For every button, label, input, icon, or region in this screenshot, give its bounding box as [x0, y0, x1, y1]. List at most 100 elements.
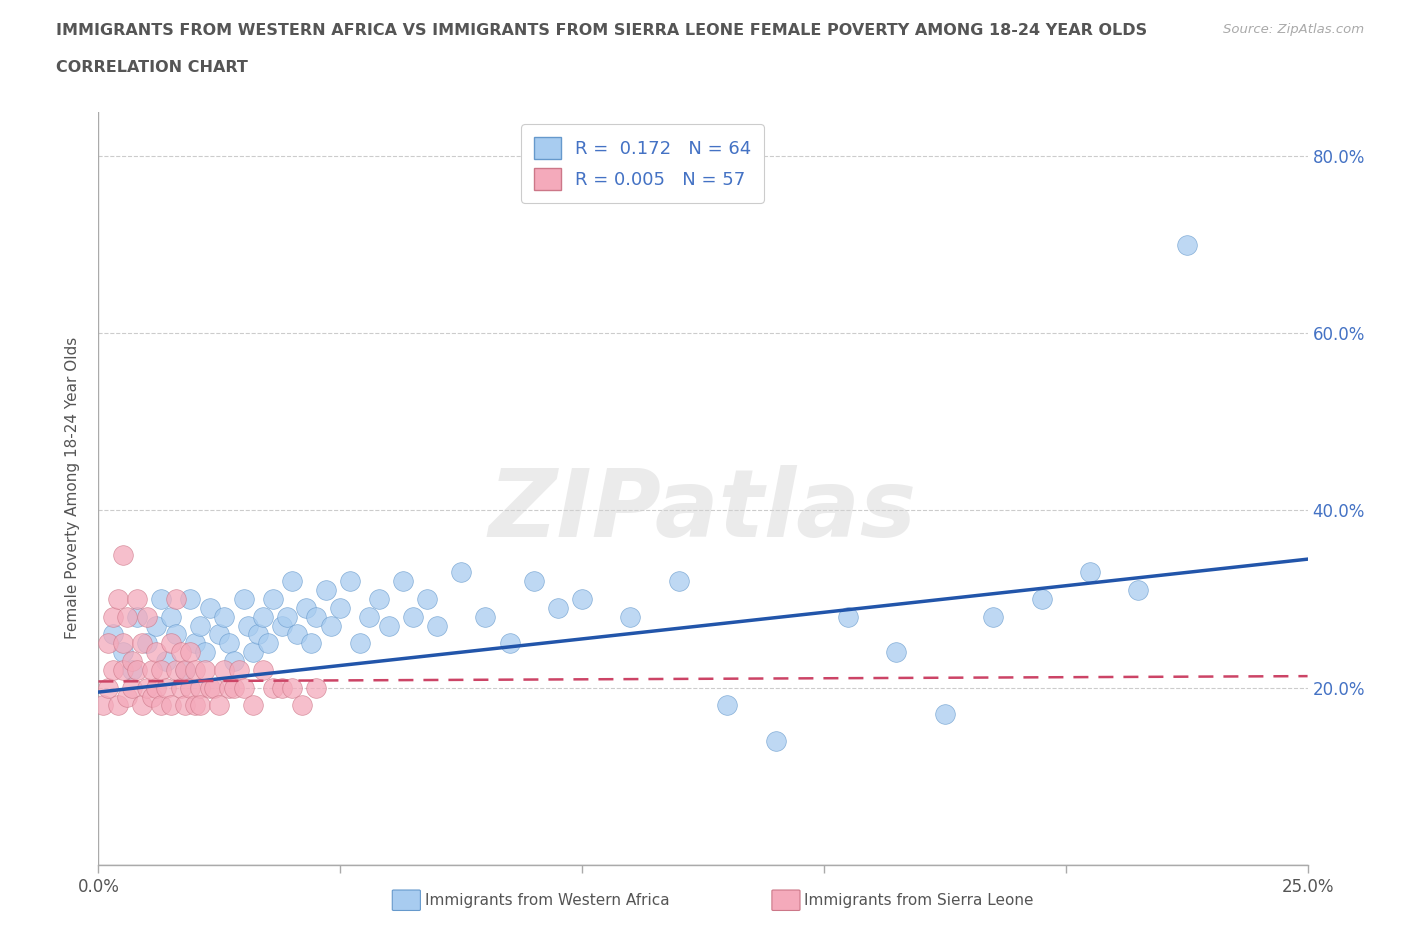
Point	[208, 698, 231, 712]
Point	[91, 698, 114, 712]
Point	[222, 654, 245, 669]
Point	[204, 680, 226, 695]
Point	[184, 698, 207, 712]
Point	[359, 609, 381, 624]
Point	[141, 689, 163, 704]
Point	[179, 680, 201, 695]
Point	[218, 636, 240, 651]
Point	[150, 698, 173, 712]
Point	[145, 618, 167, 633]
Legend: R =  0.172   N = 64, R = 0.005   N = 57: R = 0.172 N = 64, R = 0.005 N = 57	[522, 125, 763, 203]
Point	[141, 662, 163, 677]
Point	[837, 609, 859, 624]
Point	[160, 636, 183, 651]
Point	[121, 680, 143, 695]
Point	[668, 574, 690, 589]
Point	[165, 591, 187, 606]
Point	[165, 662, 187, 677]
Point	[498, 636, 520, 651]
Point	[101, 609, 124, 624]
Point	[402, 609, 425, 624]
Point	[295, 601, 318, 616]
Point	[184, 636, 207, 651]
Point	[281, 574, 304, 589]
Point	[101, 662, 124, 677]
Point	[716, 698, 738, 712]
Point	[121, 662, 143, 677]
Point	[305, 609, 328, 624]
Point	[392, 574, 415, 589]
Point	[232, 680, 254, 695]
Point	[127, 591, 149, 606]
Point	[179, 591, 201, 606]
Point	[281, 680, 304, 695]
Point	[174, 662, 197, 677]
Text: Source: ZipAtlas.com: Source: ZipAtlas.com	[1223, 23, 1364, 36]
Point	[97, 636, 120, 651]
Point	[339, 574, 361, 589]
Point	[271, 680, 294, 695]
Text: Immigrants from Sierra Leone: Immigrants from Sierra Leone	[804, 893, 1033, 908]
Point	[117, 689, 139, 704]
Point	[349, 636, 371, 651]
Point	[212, 662, 235, 677]
Point	[934, 707, 956, 722]
Point	[150, 591, 173, 606]
Point	[121, 654, 143, 669]
Point	[101, 627, 124, 642]
Point	[368, 591, 391, 606]
Point	[135, 636, 157, 651]
Point	[165, 627, 187, 642]
Point	[174, 662, 197, 677]
Point	[174, 698, 197, 712]
Point	[252, 662, 274, 677]
Point	[232, 591, 254, 606]
Point	[547, 601, 569, 616]
Point	[145, 680, 167, 695]
Point	[242, 698, 264, 712]
Point	[247, 627, 270, 642]
Point	[262, 591, 284, 606]
Point	[474, 609, 496, 624]
Point	[160, 609, 183, 624]
Point	[319, 618, 342, 633]
Point	[212, 609, 235, 624]
Point	[222, 680, 245, 695]
Point	[886, 644, 908, 659]
Point	[1031, 591, 1053, 606]
Point	[315, 583, 337, 598]
Point	[1128, 583, 1150, 598]
Point	[523, 574, 546, 589]
Point	[127, 662, 149, 677]
Point	[131, 636, 153, 651]
Point	[169, 644, 191, 659]
Point	[290, 698, 312, 712]
Text: CORRELATION CHART: CORRELATION CHART	[56, 60, 247, 75]
Point	[111, 644, 134, 659]
Point	[107, 698, 129, 712]
Point	[131, 698, 153, 712]
Point	[150, 662, 173, 677]
Point	[238, 618, 260, 633]
Point	[135, 680, 157, 695]
Point	[271, 618, 294, 633]
Point	[160, 698, 183, 712]
Point	[426, 618, 449, 633]
Point	[145, 644, 167, 659]
Y-axis label: Female Poverty Among 18-24 Year Olds: Female Poverty Among 18-24 Year Olds	[65, 338, 80, 640]
Point	[179, 644, 201, 659]
Point	[198, 680, 221, 695]
Point	[194, 644, 217, 659]
Point	[169, 680, 191, 695]
Point	[97, 680, 120, 695]
Point	[299, 636, 322, 651]
Point	[155, 654, 177, 669]
Point	[450, 565, 472, 580]
Point	[184, 662, 207, 677]
Point	[377, 618, 399, 633]
Text: IMMIGRANTS FROM WESTERN AFRICA VS IMMIGRANTS FROM SIERRA LEONE FEMALE POVERTY AM: IMMIGRANTS FROM WESTERN AFRICA VS IMMIGR…	[56, 23, 1147, 38]
Point	[981, 609, 1004, 624]
Point	[276, 609, 298, 624]
Point	[194, 662, 217, 677]
Point	[188, 618, 211, 633]
